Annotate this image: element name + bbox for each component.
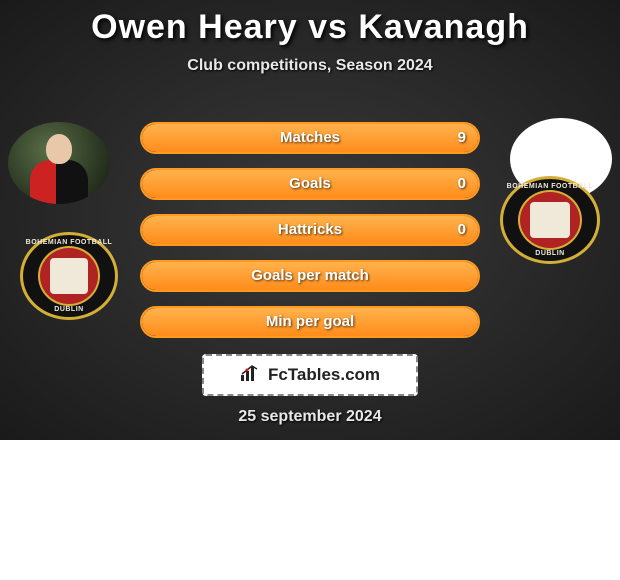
- player-jersey: [30, 160, 88, 204]
- brand-box[interactable]: FcTables.com: [202, 354, 418, 396]
- stat-value-left-player: 0: [458, 170, 466, 198]
- stat-value-left-player: 0: [458, 216, 466, 244]
- badge-text-top: BOHEMIAN FOOTBALL: [23, 239, 115, 246]
- stat-label: Goals per match: [142, 262, 478, 290]
- stat-row-matches: Matches 9: [140, 122, 480, 154]
- badge-text-bot: DUBLIN: [23, 306, 115, 313]
- stats-list: Matches 9 Goals 0 Hattricks 0 Goals per …: [140, 122, 480, 352]
- stat-row-goals-per-match: Goals per match: [140, 260, 480, 292]
- stat-row-goals: Goals 0: [140, 168, 480, 200]
- stat-value-left-player: 9: [458, 124, 466, 152]
- date-text: 25 september 2024: [0, 408, 620, 426]
- stat-label: Goals: [142, 170, 478, 198]
- stat-row-min-per-goal: Min per goal: [140, 306, 480, 338]
- club-badge-left: BOHEMIAN FOOTBALL DUBLIN: [20, 232, 118, 320]
- page-title: Owen Heary vs Kavanagh: [0, 0, 620, 47]
- badge-center: [50, 258, 88, 294]
- badge-text-top: BOHEMIAN FOOTBALL: [503, 183, 597, 190]
- stat-row-hattricks: Hattricks 0: [140, 214, 480, 246]
- brand-name: FcTables.com: [268, 365, 380, 385]
- club-badge-right: BOHEMIAN FOOTBALL DUBLIN: [500, 176, 600, 264]
- stat-label: Matches: [142, 124, 478, 152]
- badge-text-bot: DUBLIN: [503, 250, 597, 257]
- stat-label: Hattricks: [142, 216, 478, 244]
- chart-icon: [240, 364, 262, 387]
- comparison-card: Owen Heary vs Kavanagh Club competitions…: [0, 0, 620, 440]
- badge-center: [530, 202, 570, 238]
- player-left-photo: [8, 122, 110, 204]
- player-head: [46, 134, 72, 164]
- stat-label: Min per goal: [142, 308, 478, 336]
- subtitle: Club competitions, Season 2024: [0, 57, 620, 75]
